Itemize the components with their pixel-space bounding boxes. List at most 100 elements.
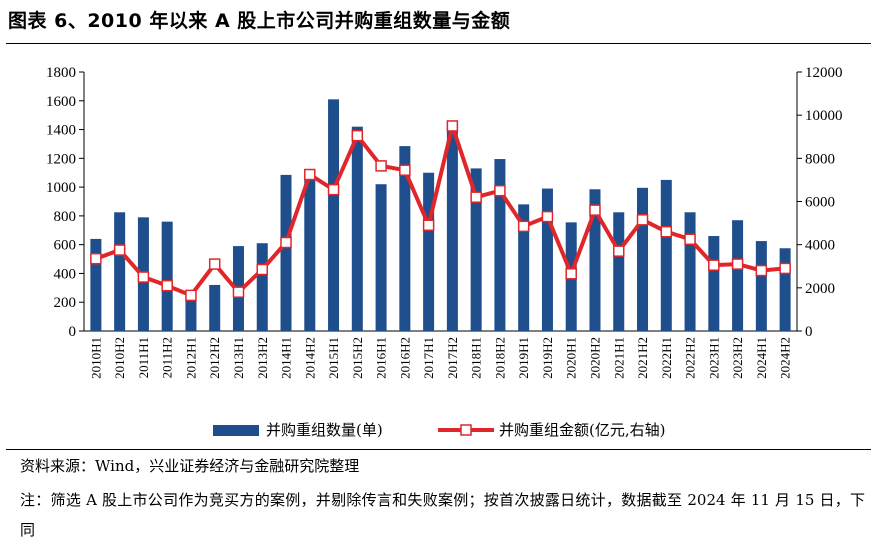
x-tick-label: 2012H1: [183, 337, 198, 379]
left-tick-label: 600: [54, 238, 77, 254]
bar: [304, 174, 316, 331]
line-path: [95, 123, 786, 298]
legend-bar-swatch: [213, 425, 259, 436]
chart-axes: 0 200 400 600 800 1000 1200 1400 1600 1800 0 2000 40…: [46, 65, 843, 340]
line-point-marker: [161, 279, 173, 292]
right-tick-label: 4000: [805, 238, 835, 254]
right-tick-label: 8000: [805, 151, 835, 167]
source-text: 资料来源：Wind，兴业证券经济与金融研究院整理: [20, 457, 360, 475]
x-tick-label: 2010H1: [88, 337, 103, 379]
line-point-marker: [137, 271, 150, 283]
line-point-marker: [375, 160, 387, 172]
bar: [114, 212, 126, 331]
left-tick-label: 800: [54, 209, 77, 225]
x-tick-label: 2012H2: [207, 337, 222, 379]
bar: [446, 129, 458, 331]
x-tick-label: 2015H2: [350, 337, 365, 379]
line-point-marker: [90, 252, 102, 265]
line-point-marker: [541, 210, 554, 223]
bar: [328, 99, 340, 331]
bar: [541, 188, 553, 331]
line-point-marker: [517, 220, 530, 233]
bar: [518, 204, 530, 331]
x-tick-label: 2022H1: [659, 337, 674, 379]
line-point-marker: [280, 236, 292, 249]
bar: [755, 241, 767, 331]
left-tick-label: 0: [69, 324, 77, 340]
left-tick-label: 400: [54, 266, 77, 282]
left-tick-label: 1600: [46, 94, 76, 110]
line-point-marker: [304, 168, 316, 181]
x-tick-label: 2018H2: [492, 337, 507, 379]
legend-line-marker: [460, 424, 472, 436]
left-tick-label: 1200: [46, 151, 76, 167]
bar: [613, 212, 625, 331]
x-tick-label: 2010H2: [112, 337, 127, 379]
x-tick-label: 2019H2: [540, 337, 555, 379]
x-tick-label: 2020H1: [564, 337, 579, 379]
x-tick-label: 2019H1: [516, 337, 531, 379]
line-point-marker: [422, 219, 435, 231]
bar: [375, 184, 387, 331]
x-tick-label: 2013H2: [255, 337, 270, 379]
line-point-marker: [256, 263, 268, 276]
x-tick-label: 2016H1: [374, 337, 389, 379]
right-tick-label: 10000: [805, 108, 843, 124]
bar: [708, 236, 720, 331]
line-point-marker: [613, 245, 625, 257]
line-point-marker: [399, 164, 411, 176]
bar: [256, 243, 268, 331]
x-tick-label: 2016H2: [397, 337, 412, 379]
bar: [684, 212, 696, 331]
bottom-rule: [6, 449, 871, 450]
right-tick-label: 6000: [805, 195, 835, 211]
bar: [660, 179, 672, 331]
x-tick-label: 2018H1: [469, 337, 484, 379]
right-tick-label: 2000: [805, 281, 835, 297]
bar: [423, 172, 435, 331]
line-point-marker: [446, 120, 459, 132]
bar: [280, 174, 292, 331]
line-point-marker: [684, 233, 696, 246]
bar: [399, 146, 411, 331]
line-series: [90, 120, 791, 302]
x-tick-label: 2013H1: [231, 337, 246, 379]
x-tick-label: 2023H2: [730, 337, 745, 379]
bar: [732, 220, 744, 331]
line-point-marker: [660, 225, 673, 238]
line-point-marker: [731, 258, 744, 270]
line-point-marker: [351, 129, 364, 142]
footnote-text: 注：筛选 A 股上市公司作为竞买方的案例，并剔除传言和失败案例；按首次披露日统计…: [20, 491, 865, 539]
bar: [589, 189, 601, 331]
legend: 并购重组数量(单) 并购重组金额(亿元,右轴): [213, 421, 665, 439]
right-tick-label: 12000: [805, 65, 843, 81]
combo-chart: 0 200 400 600 800 1000 1200 1400 1600 1800 0 2000 40…: [46, 65, 843, 439]
chart-title: 图表 6、2010 年以来 A 股上市公司并购重组数量与金额: [8, 10, 511, 32]
bar: [90, 238, 102, 331]
x-tick-label: 2017H2: [445, 337, 460, 379]
x-tick-label: 2017H1: [421, 337, 436, 379]
x-tick-label: 2024H2: [778, 337, 793, 379]
line-point-marker: [636, 214, 649, 226]
x-tick-label: 2014H1: [279, 337, 294, 379]
line-point-marker: [113, 244, 126, 256]
bar: [161, 221, 173, 331]
x-tick-label: 2021H2: [635, 337, 650, 379]
left-tick-label: 1800: [46, 65, 76, 81]
line-point-marker: [327, 183, 340, 196]
bar: [470, 168, 482, 331]
bar: [185, 294, 197, 331]
x-tick-label: 2015H1: [326, 337, 341, 379]
line-point-marker: [232, 286, 245, 298]
x-tick-label: 2011H2: [160, 337, 175, 378]
left-tick-label: 1000: [46, 180, 76, 196]
legend-bar-label: 并购重组数量(单): [266, 421, 383, 439]
x-tick-label: 2011H1: [136, 337, 151, 378]
bar: [494, 159, 506, 331]
x-tick-labels: 2010H1 2010H2 2011H1 2011H2 2012H1 2012H2 2013…: [88, 337, 792, 379]
x-tick-label: 2021H1: [611, 337, 626, 379]
x-tick-label: 2023H1: [706, 337, 721, 379]
x-tick-label: 2024H1: [754, 337, 769, 379]
x-tick-label: 2014H2: [302, 337, 317, 379]
bar: [209, 284, 221, 331]
